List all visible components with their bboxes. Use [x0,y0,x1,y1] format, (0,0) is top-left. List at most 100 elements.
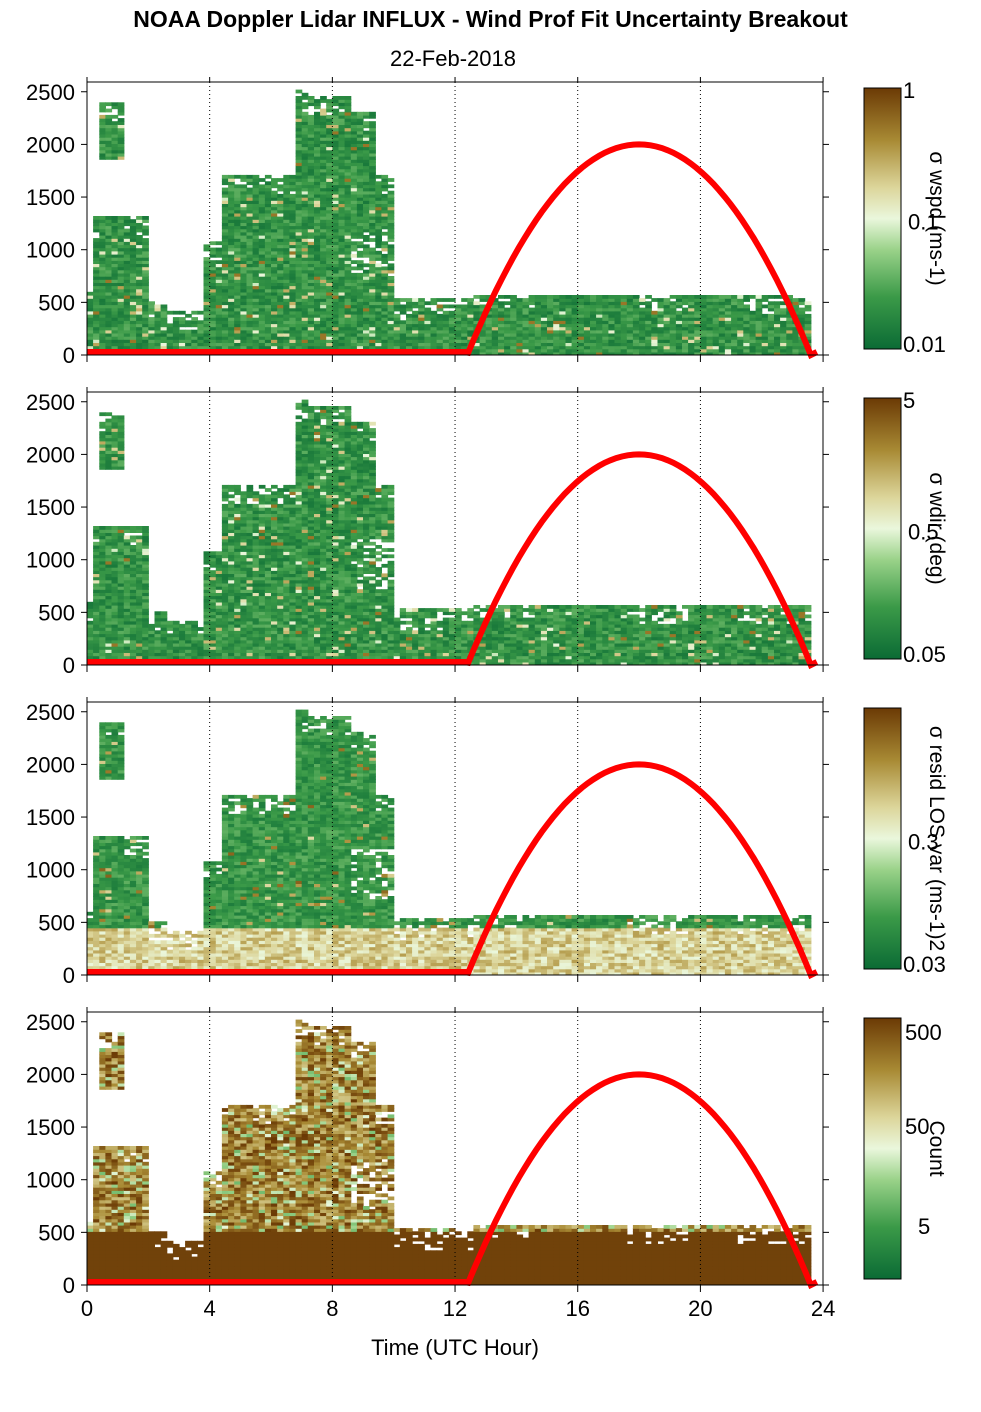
heatmap-cell [320,162,327,167]
heatmap-cell [142,586,149,590]
heatmap-cell [651,317,658,321]
heatmap-cell [240,551,248,556]
heatmap-cell [277,200,284,204]
heatmap-cell [682,320,689,325]
heatmap-cell [258,336,266,340]
heatmap-cell [172,342,180,347]
heatmap-cell [246,266,254,271]
heatmap-cell [596,336,603,340]
heatmap-cell [264,313,272,318]
heatmap-cell [99,257,106,261]
heatmap-cell [87,620,94,625]
heatmap-cell [632,336,640,340]
heatmap-cell [724,310,732,315]
heatmap-cell [639,320,646,325]
heatmap-cell [209,633,217,638]
heatmap-cell [418,304,425,309]
heatmap-cell [228,595,235,600]
heatmap-cell [160,320,168,325]
heatmap-cell [485,313,493,318]
heatmap-cell [332,108,340,113]
chart-title: NOAA Doppler Lidar INFLUX - Wind Prof Fi… [133,6,848,32]
heatmap-cell [221,567,229,571]
heatmap-cell [314,285,321,290]
heatmap-cell [240,497,248,502]
heatmap-cell [338,339,346,343]
heatmap-cell [172,336,180,340]
heatmap-cell [369,193,376,198]
heatmap-cell [277,206,284,211]
heatmap-cell [295,165,303,170]
heatmap-cell [129,323,137,328]
heatmap-cell [264,216,272,220]
heatmap-cell [142,526,149,530]
heatmap-cell [369,304,376,309]
heatmap-cell [258,535,266,540]
heatmap-cell [596,339,603,343]
heatmap-cell [399,304,407,309]
heatmap-cell [228,538,235,543]
heatmap-cell [252,304,260,309]
heatmap-cell [682,339,689,343]
heatmap-cell [215,627,223,631]
heatmap-cell [154,339,162,343]
heatmap-cell [786,317,793,321]
heatmap-cell [320,190,327,195]
heatmap-cell [111,304,119,309]
heatmap-cell [498,342,505,347]
heatmap-cell [197,329,205,334]
heatmap-cell [271,646,278,650]
heatmap-cell [93,282,100,287]
heatmap-cell [307,193,315,198]
heatmap-cell [271,323,278,328]
heatmap-cell [87,342,94,347]
heatmap-cell [675,336,683,340]
heatmap-cell [651,351,658,355]
heatmap-cell [356,231,364,236]
heatmap-cell [356,260,364,264]
heatmap-cell [166,646,174,650]
heatmap-cell [369,124,376,129]
heatmap-cell [99,225,106,230]
heatmap-cell [620,339,628,343]
heatmap-cell [234,323,241,328]
heatmap-cell [215,601,223,606]
heatmap-cell [412,329,419,334]
heatmap-cell [381,184,389,189]
heatmap-cell [688,351,695,355]
heatmap-cell [344,228,352,233]
heatmap-cell [645,329,652,334]
heatmap-cell [559,351,566,355]
heatmap-cell [221,522,229,527]
heatmap-cell [479,348,487,353]
heatmap-cell [117,642,125,647]
heatmap-cell [682,313,689,318]
heatmap-cell [258,646,266,650]
heatmap-cell [461,323,468,328]
heatmap-cell [780,301,787,306]
heatmap-cell [363,190,370,195]
heatmap-cell [277,279,284,283]
heatmap-cell [737,304,744,309]
heatmap-cell [111,614,119,619]
heatmap-cell [547,323,554,328]
heatmap-cell [271,526,278,530]
heatmap-cell [191,636,198,641]
heatmap-cell [283,216,290,220]
heatmap-cell [136,276,143,280]
heatmap-cell [387,203,395,208]
heatmap-cell [264,516,272,521]
heatmap-cell [295,121,303,125]
heatmap-cell [93,216,100,220]
heatmap-cell [307,159,315,163]
heatmap-cell [258,532,266,537]
heatmap-cell [565,329,573,334]
heatmap-cell [363,222,370,227]
heatmap-cell [191,310,198,315]
heatmap-cell [93,225,100,230]
heatmap-cell [356,124,364,129]
heatmap-cell [682,301,689,306]
heatmap-cell [590,345,597,350]
heatmap-cell [252,630,260,635]
heatmap-cell [724,345,732,350]
